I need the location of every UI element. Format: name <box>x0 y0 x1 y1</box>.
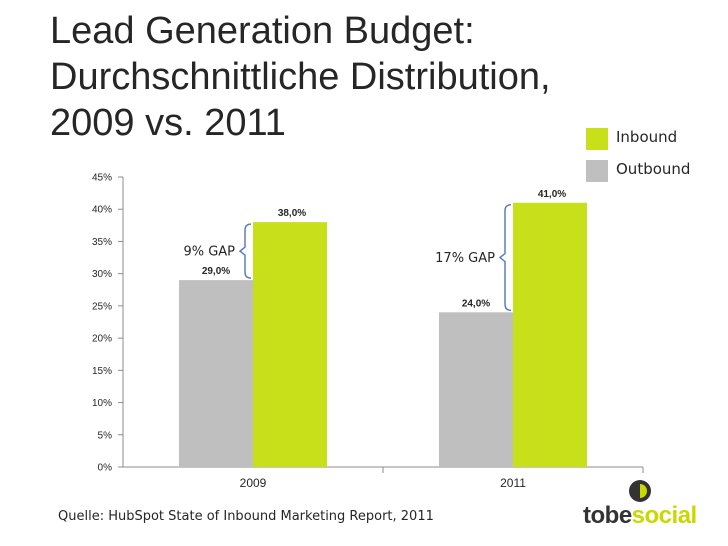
source-note: Quelle: HubSpot State of Inbound Marketi… <box>58 509 434 524</box>
data-label-inbound-2009: 38,0% <box>278 208 306 219</box>
data-label-outbound-2009: 29,0% <box>202 266 230 277</box>
gap-annotation-2011: 17% GAP <box>435 251 495 266</box>
x-category-label: 2011 <box>500 476 526 490</box>
legend-label-inbound: Inbound <box>616 128 678 146</box>
bar-outbound-2009 <box>179 280 253 467</box>
x-category-label: 2009 <box>240 476 267 490</box>
logo-text-part1: tobe <box>583 502 632 529</box>
y-tick-label: 40% <box>92 205 112 216</box>
y-tick-label: 30% <box>92 269 112 280</box>
gap-bracket-2009 <box>238 223 252 279</box>
y-tick-label: 10% <box>92 398 112 409</box>
logo-text: tobesocial <box>583 502 697 530</box>
bar-inbound-2009 <box>253 222 327 467</box>
gap-annotation-2009: 9% GAP <box>183 245 235 260</box>
bar-inbound-2011 <box>513 202 587 467</box>
title-line-2: Durchschnittliche Distribution, <box>50 56 551 98</box>
legend-swatch-inbound <box>586 128 608 150</box>
y-tick-label: 25% <box>92 301 112 312</box>
title-line-3: 2009 vs. 2011 <box>50 102 286 144</box>
tobesocial-logo: tobesocial <box>583 480 723 530</box>
y-tick-label: 5% <box>98 430 113 441</box>
y-tick-label: 35% <box>92 237 112 248</box>
legend-label-outbound: Outbound <box>616 160 691 178</box>
y-tick-label: 45% <box>92 173 112 184</box>
y-tick-label: 0% <box>98 463 113 474</box>
bar-outbound-2011 <box>439 312 513 467</box>
logo-mark-icon <box>629 480 651 502</box>
data-label-outbound-2011: 24,0% <box>462 298 490 309</box>
y-tick-label: 15% <box>92 366 112 377</box>
gap-bracket-2011 <box>498 204 512 312</box>
slide-title: Lead Generation Budget: Durchschnittlich… <box>50 8 551 146</box>
title-line-1: Lead Generation Budget: <box>50 10 475 52</box>
logo-text-part2: social <box>631 502 698 529</box>
legend-swatch-outbound <box>586 160 608 182</box>
data-label-inbound-2011: 41,0% <box>538 189 566 200</box>
y-tick-label: 20% <box>92 334 112 345</box>
